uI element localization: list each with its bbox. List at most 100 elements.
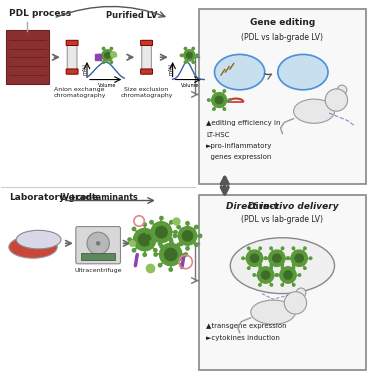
Circle shape (248, 267, 250, 269)
Circle shape (102, 61, 105, 63)
Circle shape (259, 284, 261, 286)
FancyBboxPatch shape (199, 195, 366, 370)
Circle shape (138, 234, 151, 246)
Circle shape (180, 264, 183, 267)
Circle shape (160, 216, 163, 220)
Circle shape (291, 250, 308, 266)
Circle shape (295, 254, 303, 262)
Circle shape (292, 264, 295, 266)
Circle shape (268, 250, 285, 266)
Circle shape (154, 227, 157, 231)
Circle shape (160, 244, 163, 248)
Circle shape (178, 226, 197, 245)
Ellipse shape (294, 99, 334, 123)
Circle shape (150, 240, 153, 244)
Circle shape (304, 267, 306, 269)
Circle shape (132, 227, 136, 231)
Ellipse shape (16, 230, 61, 249)
Circle shape (143, 223, 146, 226)
Circle shape (265, 257, 267, 259)
Circle shape (170, 220, 173, 224)
Circle shape (286, 257, 289, 259)
Text: (PDL vs lab-grade LV): (PDL vs lab-grade LV) (242, 215, 323, 224)
Ellipse shape (9, 236, 57, 258)
Circle shape (228, 99, 231, 101)
Ellipse shape (230, 238, 334, 294)
Circle shape (186, 222, 189, 225)
Circle shape (296, 288, 306, 298)
Circle shape (223, 108, 226, 110)
Circle shape (114, 54, 117, 57)
Text: ►cytokines induction: ►cytokines induction (206, 334, 280, 340)
Circle shape (195, 243, 198, 246)
Circle shape (158, 264, 162, 267)
Circle shape (156, 226, 167, 238)
Circle shape (259, 267, 261, 269)
Circle shape (253, 274, 255, 276)
Circle shape (196, 54, 198, 57)
FancyBboxPatch shape (67, 40, 77, 74)
Circle shape (110, 47, 112, 50)
Circle shape (184, 253, 188, 256)
Ellipse shape (251, 300, 296, 324)
Circle shape (184, 61, 187, 63)
Circle shape (195, 225, 198, 229)
Ellipse shape (278, 54, 328, 90)
Circle shape (325, 89, 348, 111)
Circle shape (304, 247, 306, 249)
Text: Purified LV: Purified LV (106, 11, 158, 20)
Circle shape (177, 225, 180, 229)
Text: mAU: mAU (168, 63, 173, 75)
Circle shape (182, 231, 193, 241)
FancyBboxPatch shape (66, 69, 78, 74)
Circle shape (158, 238, 162, 241)
Text: mAU: mAU (82, 63, 88, 75)
Circle shape (213, 108, 215, 110)
Circle shape (184, 50, 195, 61)
Circle shape (105, 53, 110, 58)
Circle shape (213, 90, 215, 92)
Circle shape (337, 85, 347, 95)
Circle shape (292, 247, 295, 249)
Circle shape (158, 242, 162, 246)
Circle shape (87, 232, 109, 255)
Text: Ultracentrifuge: Ultracentrifuge (74, 267, 122, 273)
Circle shape (169, 238, 172, 241)
Text: LV+contaminants: LV+contaminants (59, 193, 138, 202)
Circle shape (96, 241, 100, 246)
Circle shape (192, 47, 195, 50)
Circle shape (128, 238, 131, 241)
Text: PDL process: PDL process (9, 9, 71, 18)
Circle shape (270, 267, 272, 269)
Circle shape (264, 257, 267, 259)
Circle shape (270, 284, 273, 286)
Circle shape (186, 247, 189, 250)
Circle shape (212, 93, 226, 108)
FancyBboxPatch shape (141, 40, 153, 45)
Circle shape (184, 47, 187, 50)
Text: Laboratory-grade: Laboratory-grade (9, 193, 98, 202)
Text: ▲transgene expression: ▲transgene expression (206, 323, 287, 329)
Circle shape (132, 249, 136, 252)
Circle shape (270, 247, 272, 249)
Circle shape (223, 90, 226, 92)
Circle shape (287, 257, 290, 259)
Circle shape (258, 267, 274, 283)
FancyBboxPatch shape (142, 40, 152, 74)
Circle shape (281, 264, 284, 266)
Circle shape (165, 248, 177, 261)
Circle shape (309, 257, 312, 259)
Circle shape (134, 228, 156, 251)
Circle shape (242, 257, 244, 259)
Circle shape (110, 61, 112, 63)
Text: Gene editing: Gene editing (250, 18, 315, 27)
Circle shape (259, 247, 261, 249)
Circle shape (150, 220, 153, 224)
Circle shape (248, 247, 250, 249)
Circle shape (292, 284, 295, 286)
Text: (PDL vs lab-grade LV): (PDL vs lab-grade LV) (242, 33, 323, 42)
Circle shape (146, 231, 149, 234)
Circle shape (273, 254, 281, 262)
Circle shape (281, 247, 284, 249)
Circle shape (281, 267, 284, 269)
